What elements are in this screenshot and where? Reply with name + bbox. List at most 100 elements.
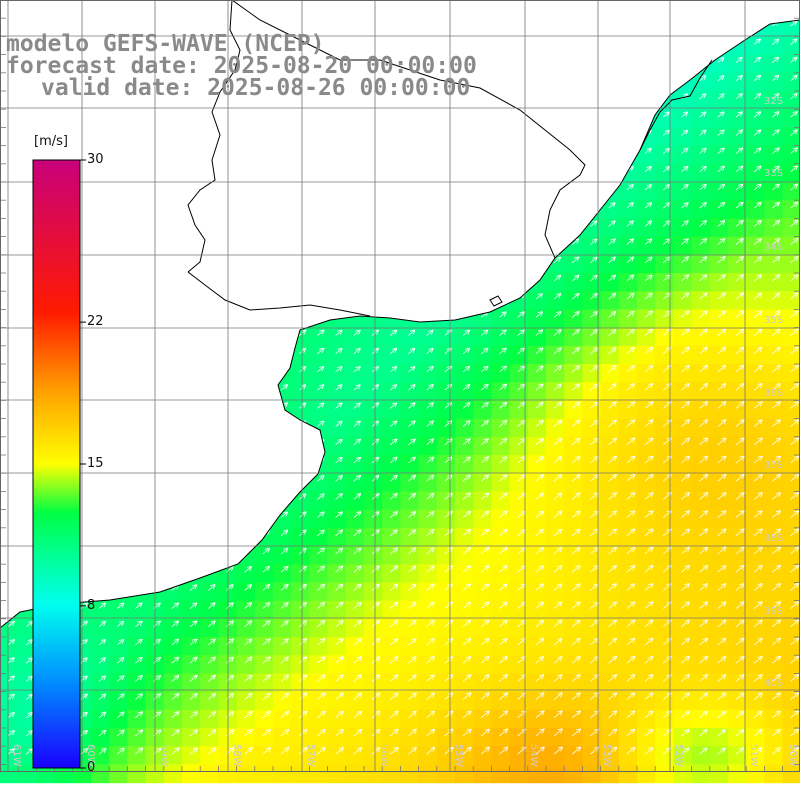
wind-arrow <box>207 203 214 209</box>
wind-arrow <box>389 203 396 209</box>
wind-arrow <box>699 548 708 555</box>
wind-arrow <box>262 621 270 628</box>
lat-label: 35S <box>764 315 783 326</box>
wind-arrow <box>517 639 526 646</box>
wind-arrow <box>408 276 414 282</box>
wind-arrow <box>7 22 14 27</box>
lat-label: 32S <box>764 96 783 107</box>
wind-arrow <box>153 203 160 209</box>
wind-arrow <box>644 566 653 573</box>
wind-arrow <box>626 366 634 373</box>
wind-arrow <box>753 384 762 391</box>
wind-arrow <box>608 112 615 118</box>
wind-arrow <box>553 566 561 573</box>
wind-arrow <box>226 549 232 555</box>
wind-arrow <box>626 602 635 609</box>
wind-arrow <box>354 3 360 8</box>
wind-arrow <box>25 167 32 173</box>
wind-arrow <box>353 621 361 628</box>
wind-arrow <box>480 39 487 45</box>
wind-arrow <box>717 293 725 300</box>
wind-arrow <box>25 622 32 628</box>
wind-arrow <box>171 294 178 300</box>
wind-arrow <box>480 367 488 373</box>
wind-arrow <box>480 385 488 391</box>
wind-arrow <box>389 385 396 391</box>
wind-arrow <box>553 294 560 300</box>
wind-arrow <box>207 440 214 446</box>
wind-arrow <box>499 221 505 227</box>
wind-arrow <box>371 621 379 628</box>
wind-arrow <box>535 621 543 628</box>
wind-arrow <box>626 94 633 100</box>
wind-arrow <box>353 130 360 136</box>
wind-arrow <box>7 312 14 318</box>
wind-arrow <box>171 367 178 373</box>
wind-arrow <box>190 3 196 8</box>
wind-arrow <box>644 221 651 227</box>
wind-arrow <box>7 476 15 482</box>
wind-arrow <box>462 130 469 136</box>
wind-arrow <box>626 76 633 82</box>
wind-arrow <box>699 76 706 82</box>
wind-arrow <box>790 620 799 628</box>
wind-arrow <box>480 494 488 500</box>
wind-arrow <box>207 330 214 336</box>
wind-arrow <box>280 221 287 227</box>
wind-arrow <box>389 603 397 609</box>
wind-arrow <box>98 367 105 373</box>
wind-arrow <box>335 112 342 118</box>
wind-arrow <box>153 549 160 555</box>
wind-arrow <box>353 639 361 646</box>
wind-arrow <box>662 185 669 191</box>
wind-arrow <box>717 185 724 191</box>
wind-arrow <box>116 258 123 264</box>
wind-arrow <box>189 112 196 118</box>
wind-arrow <box>25 549 32 555</box>
wind-arrow <box>116 167 123 173</box>
wind-arrow <box>280 476 287 482</box>
wind-arrow <box>317 385 323 391</box>
wind-arrow <box>444 548 452 555</box>
wind-arrow <box>499 457 506 464</box>
wind-arrow <box>189 476 196 482</box>
wind-arrow <box>116 476 123 482</box>
wind-arrow <box>571 239 578 245</box>
wind-arrow <box>389 130 396 136</box>
wind-arrow <box>699 330 707 336</box>
wind-arrow <box>408 657 415 664</box>
wind-arrow <box>444 476 452 482</box>
wind-arrow <box>626 438 635 446</box>
wind-arrow <box>608 21 615 27</box>
wind-arrow <box>135 531 141 537</box>
wind-arrow <box>644 602 653 609</box>
wind-arrow <box>207 149 214 154</box>
wind-arrow <box>480 240 487 245</box>
wind-arrow <box>699 94 706 100</box>
wind-arrow <box>499 348 506 355</box>
wind-arrow <box>535 639 544 646</box>
wind-arrow <box>335 621 343 628</box>
wind-arrow <box>608 657 617 664</box>
wind-arrow <box>626 475 635 482</box>
wind-arrow <box>553 258 560 264</box>
wind-arrow <box>262 276 269 282</box>
wind-arrow <box>153 458 160 464</box>
wind-arrow <box>98 131 105 136</box>
wind-arrow <box>262 476 269 482</box>
wind-arrow <box>189 385 196 391</box>
wind-arrow <box>753 511 762 518</box>
wind-arrow <box>335 585 343 591</box>
wind-arrow <box>462 330 469 336</box>
wind-arrow <box>25 585 32 591</box>
wind-arrow <box>717 457 726 464</box>
wind-arrow <box>699 584 708 591</box>
wind-arrow <box>135 203 141 209</box>
wind-arrow <box>626 112 633 118</box>
wind-arrow <box>571 58 578 63</box>
wind-arrow <box>754 3 760 8</box>
wind-arrow <box>408 39 414 45</box>
wind-arrow <box>717 148 724 154</box>
wind-arrow <box>353 349 360 355</box>
wind-arrow <box>571 548 579 555</box>
